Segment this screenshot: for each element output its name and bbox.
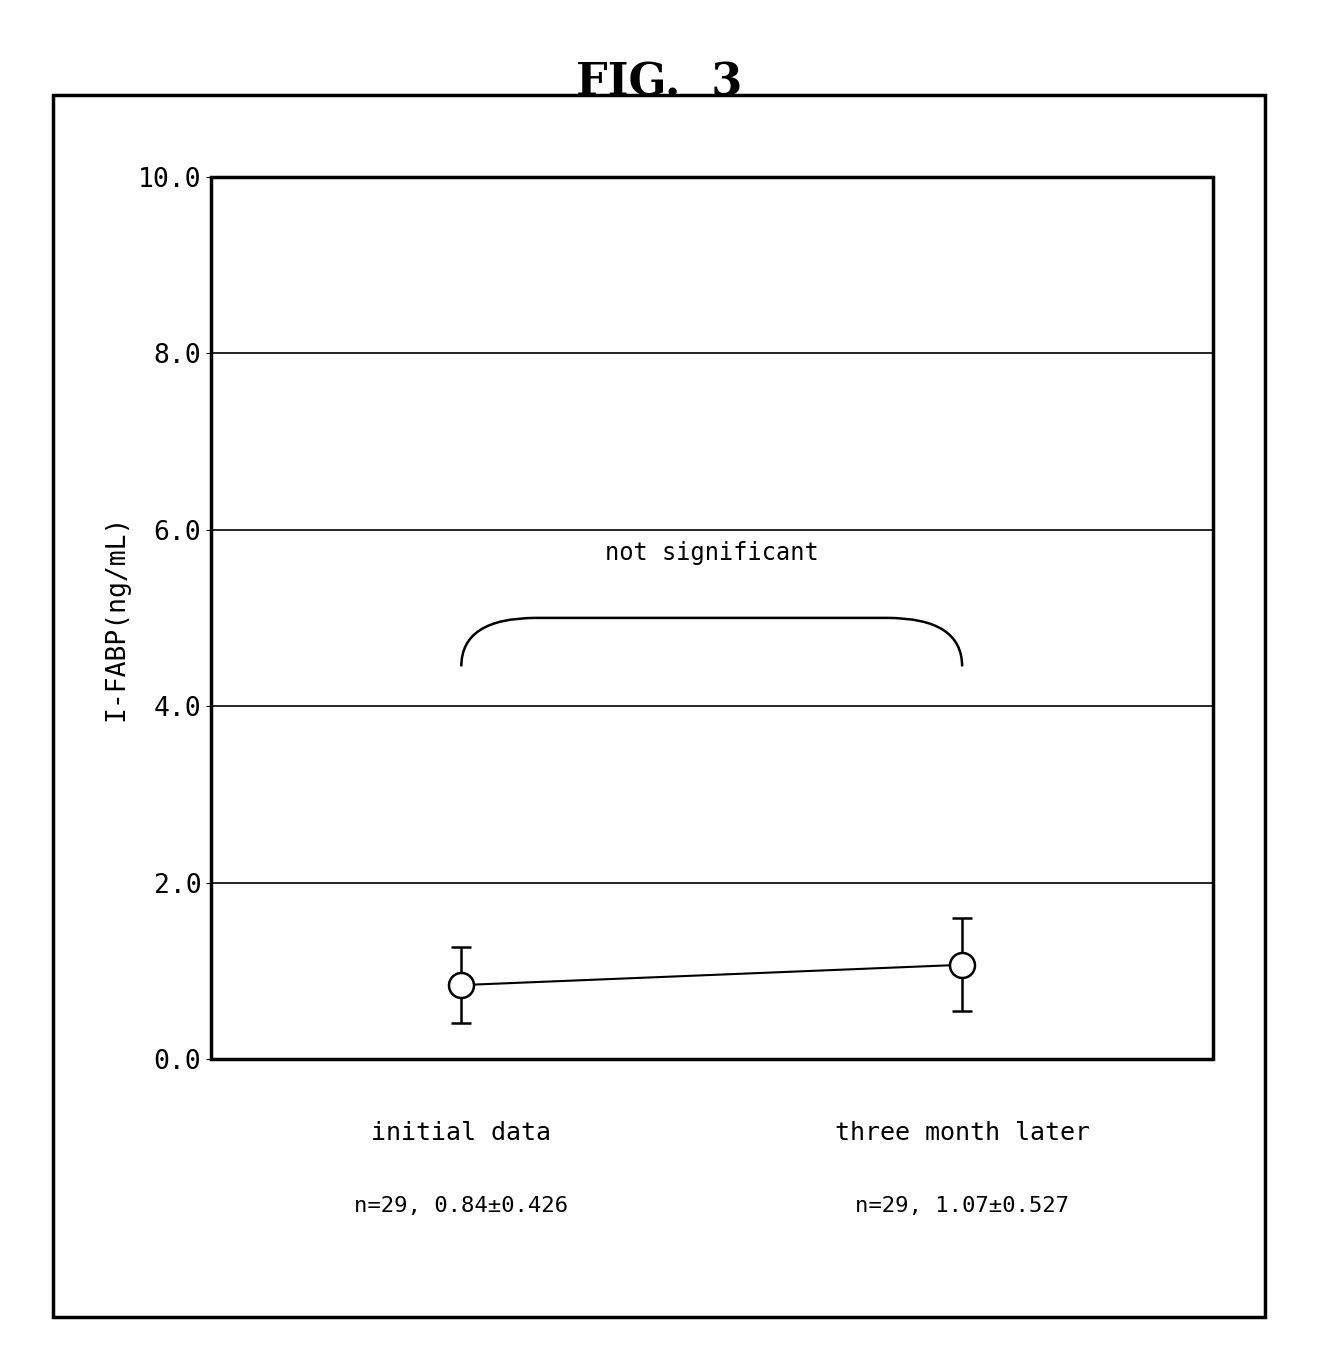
Text: three month later: three month later <box>834 1122 1090 1145</box>
Text: n=29, 1.07±0.527: n=29, 1.07±0.527 <box>855 1196 1069 1215</box>
Text: n=29, 0.84±0.426: n=29, 0.84±0.426 <box>355 1196 568 1215</box>
Text: not significant: not significant <box>605 540 818 565</box>
Y-axis label: I-FABP(ng/mL): I-FABP(ng/mL) <box>103 515 129 721</box>
Text: initial data: initial data <box>372 1122 551 1145</box>
Bar <box>211 177 1213 1059</box>
Text: FIG.  3: FIG. 3 <box>576 61 742 105</box>
